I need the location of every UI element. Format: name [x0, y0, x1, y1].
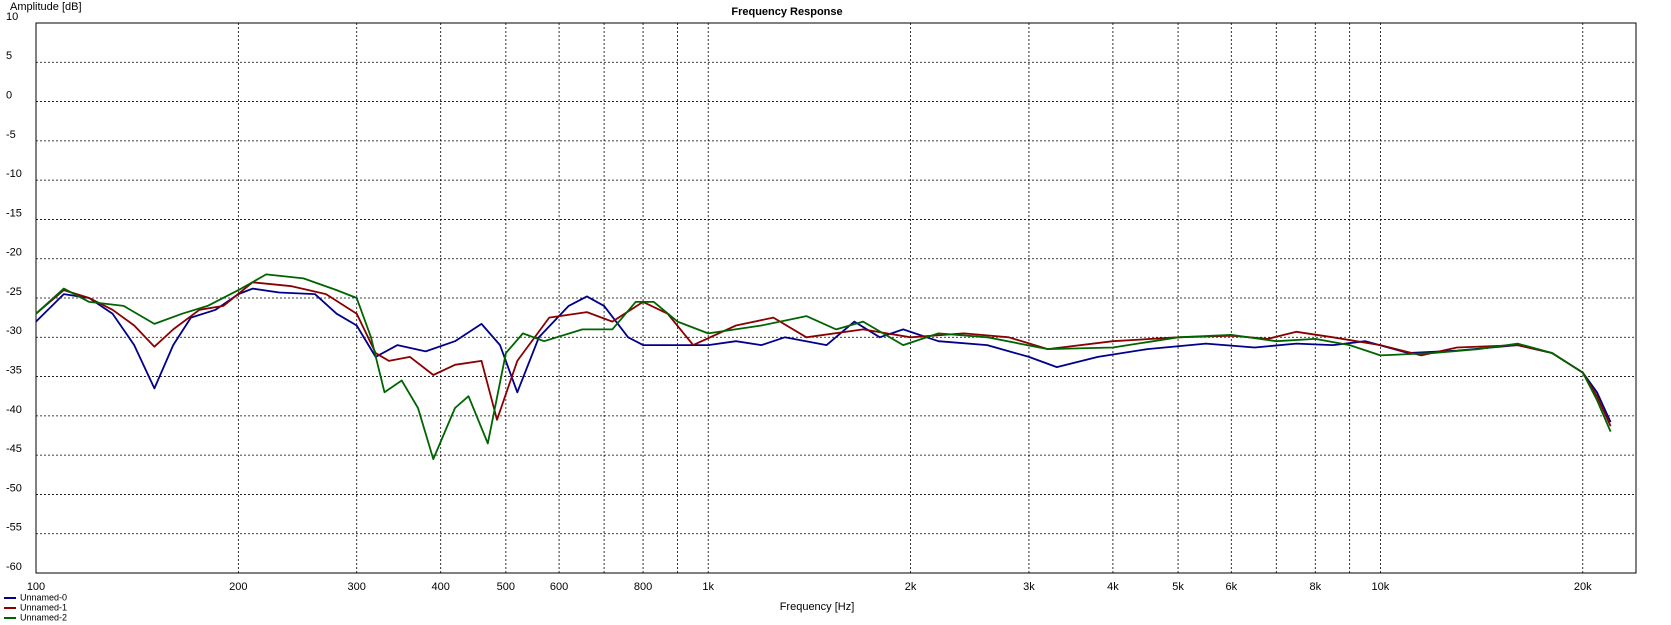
- y-tick-label: -20: [6, 247, 22, 259]
- y-tick-label: -50: [6, 482, 22, 494]
- y-tick-label: 0: [6, 89, 12, 101]
- x-tick-label: 1k: [702, 581, 714, 593]
- x-tick-label: 4k: [1107, 581, 1119, 593]
- y-tick-label: -10: [6, 168, 22, 180]
- plot-frame: [35, 22, 1637, 574]
- x-tick-label: 800: [634, 581, 652, 593]
- legend-label: Unnamed-0: [20, 592, 67, 602]
- y-tick-label: -40: [6, 404, 22, 416]
- x-tick-label: 6k: [1225, 581, 1237, 593]
- x-axis-label: Frequency [Hz]: [780, 601, 855, 613]
- x-tick-label: 20k: [1574, 581, 1592, 593]
- chart-title: Frequency Response: [731, 6, 842, 18]
- legend-label: Unnamed-2: [20, 612, 67, 622]
- x-tick-label: 8k: [1309, 581, 1321, 593]
- y-tick-label: -60: [6, 561, 22, 573]
- x-tick-label: 3k: [1023, 581, 1035, 593]
- y-axis-label: Amplitude [dB]: [10, 1, 82, 13]
- y-tick-label: 10: [6, 11, 18, 23]
- legend-label: Unnamed-1: [20, 602, 67, 612]
- y-tick-label: -15: [6, 207, 22, 219]
- x-tick-label: 500: [497, 581, 515, 593]
- y-tick-label: 5: [6, 50, 12, 62]
- x-tick-label: 200: [229, 581, 247, 593]
- x-tick-label: 300: [348, 581, 366, 593]
- y-tick-label: -55: [6, 522, 22, 534]
- y-tick-label: -25: [6, 286, 22, 298]
- y-tick-label: -5: [6, 129, 16, 141]
- series-line: [35, 287, 1612, 423]
- series-line: [35, 273, 1612, 460]
- x-tick-label: 2k: [905, 581, 917, 593]
- x-tick-label: 10k: [1372, 581, 1390, 593]
- y-tick-label: -45: [6, 443, 22, 455]
- x-tick-label: 100: [27, 581, 45, 593]
- x-tick-label: 600: [550, 581, 568, 593]
- y-tick-label: -30: [6, 325, 22, 337]
- x-tick-label: 400: [432, 581, 450, 593]
- x-tick-label: 5k: [1172, 581, 1184, 593]
- y-tick-label: -35: [6, 364, 22, 376]
